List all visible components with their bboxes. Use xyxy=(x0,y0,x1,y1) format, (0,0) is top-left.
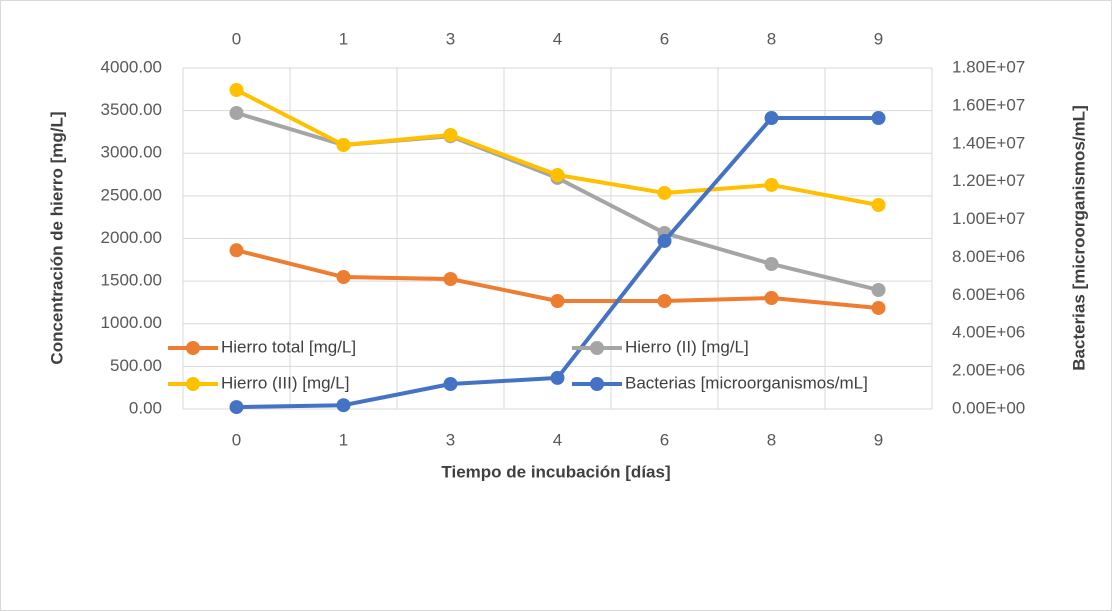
series-marker xyxy=(336,398,351,413)
y2-axis-title: Bacterias [microorganismos/mL] xyxy=(1069,105,1088,370)
series-marker xyxy=(229,400,244,415)
x-axis-title: Tiempo de incubación [días] xyxy=(441,462,670,481)
series-marker xyxy=(443,128,458,143)
series-marker xyxy=(871,282,886,297)
legend-marker xyxy=(186,341,200,355)
x2-tick-label: 6 xyxy=(660,29,669,48)
series-marker xyxy=(550,167,565,182)
legend-text: Bacterias [microorganismos/mL] xyxy=(625,373,868,392)
y2-tick-label: 8.00E+06 xyxy=(952,247,1025,266)
y2-tick-label: 1.00E+07 xyxy=(952,209,1025,228)
series-marker xyxy=(871,111,886,126)
x-tick-label: 4 xyxy=(553,430,562,449)
y-tick-label: 500.00 xyxy=(110,356,162,375)
y-tick-label: 2500.00 xyxy=(101,185,162,204)
series-marker xyxy=(871,300,886,315)
series-marker xyxy=(764,177,779,192)
x2-tick-label: 3 xyxy=(446,29,455,48)
series-marker xyxy=(764,256,779,271)
y2-tick-label: 0.00E+00 xyxy=(952,398,1025,417)
y2-tick-label: 2.00E+06 xyxy=(952,361,1025,380)
y-tick-label: 3500.00 xyxy=(101,100,162,119)
series-marker xyxy=(764,111,779,126)
series-marker xyxy=(443,376,458,391)
legend-text: Hierro total [mg/L] xyxy=(221,337,356,356)
y-axis-title: Concentración de hierro [mg/L] xyxy=(47,111,66,364)
x-tick-label: 9 xyxy=(874,430,883,449)
y2-tick-label: 1.60E+07 xyxy=(952,95,1025,114)
y-tick-label: 3000.00 xyxy=(101,143,162,162)
series-marker xyxy=(764,291,779,306)
series-marker xyxy=(229,82,244,97)
y-tick-label: 1500.00 xyxy=(101,271,162,290)
y2-tick-label: 1.20E+07 xyxy=(952,171,1025,190)
x2-tick-label: 8 xyxy=(767,29,776,48)
legend-marker xyxy=(590,377,604,391)
y-tick-label: 4000.00 xyxy=(101,57,162,76)
y2-tick-label: 1.80E+07 xyxy=(952,57,1025,76)
x-tick-label: 1 xyxy=(339,430,348,449)
legend-marker xyxy=(186,377,200,391)
legend-marker xyxy=(590,341,604,355)
x-tick-label: 0 xyxy=(232,430,241,449)
y2-tick-label: 4.00E+06 xyxy=(952,323,1025,342)
y-tick-label: 2000.00 xyxy=(101,228,162,247)
series-marker xyxy=(229,243,244,258)
x2-tick-label: 1 xyxy=(339,29,348,48)
x2-tick-label: 4 xyxy=(553,29,562,48)
legend-text: Hierro (III) [mg/L] xyxy=(221,373,349,392)
series-marker xyxy=(657,233,672,248)
series-marker xyxy=(550,370,565,385)
y2-tick-label: 6.00E+06 xyxy=(952,285,1025,304)
y2-tick-label: 1.40E+07 xyxy=(952,133,1025,152)
y-tick-label: 1000.00 xyxy=(101,313,162,332)
legend-text: Hierro (II) [mg/L] xyxy=(625,337,749,356)
series-marker xyxy=(229,106,244,121)
series-marker xyxy=(336,137,351,152)
series-marker xyxy=(657,293,672,308)
series-marker xyxy=(657,185,672,200)
series-marker xyxy=(443,271,458,286)
x-tick-label: 6 xyxy=(660,430,669,449)
series-marker xyxy=(871,197,886,212)
x2-tick-label: 9 xyxy=(874,29,883,48)
series-marker xyxy=(336,270,351,285)
y-tick-label: 0.00 xyxy=(129,398,162,417)
x-tick-label: 8 xyxy=(767,430,776,449)
series-marker xyxy=(550,293,565,308)
x-tick-label: 3 xyxy=(446,430,455,449)
x2-tick-label: 0 xyxy=(232,29,241,48)
